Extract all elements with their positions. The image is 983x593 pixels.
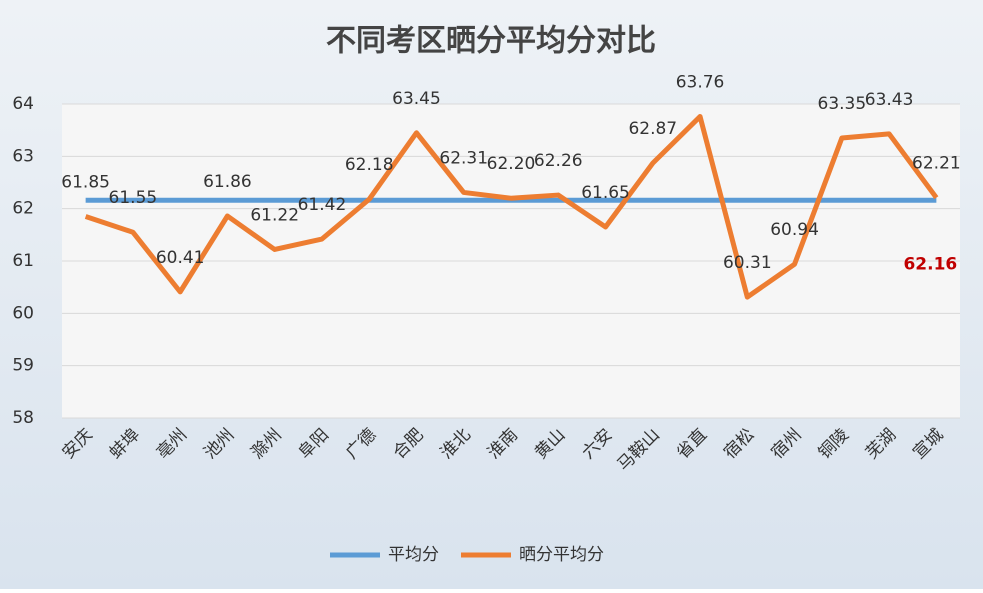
y-tick-label: 59 bbox=[12, 356, 34, 376]
series-line bbox=[84, 114, 939, 300]
data-label: 62.26 bbox=[534, 151, 583, 171]
data-label: 62.20 bbox=[487, 154, 536, 174]
data-label: 63.76 bbox=[676, 73, 725, 93]
legend-label: 晒分平均分 bbox=[519, 545, 604, 565]
y-tick-label: 61 bbox=[12, 251, 34, 271]
data-label: 63.35 bbox=[818, 94, 867, 114]
data-label: 61.55 bbox=[109, 188, 158, 208]
y-tick-label: 62 bbox=[12, 199, 34, 219]
data-label: 62.21 bbox=[912, 154, 961, 174]
chart-title: 不同考区晒分平均分对比 bbox=[326, 24, 656, 59]
y-tick-label: 64 bbox=[12, 94, 34, 114]
data-label: 62.31 bbox=[439, 148, 488, 168]
y-tick-label: 60 bbox=[12, 303, 34, 323]
data-label: 61.42 bbox=[298, 195, 347, 215]
data-label: 62.18 bbox=[345, 155, 394, 175]
data-label: 61.65 bbox=[581, 183, 630, 203]
y-tick-label: 63 bbox=[12, 146, 34, 166]
data-label: 62.87 bbox=[628, 119, 677, 139]
legend-label: 平均分 bbox=[388, 545, 439, 565]
y-tick-label: 58 bbox=[12, 408, 34, 428]
data-label: 61.22 bbox=[250, 205, 299, 225]
data-label: 60.94 bbox=[770, 220, 819, 240]
data-label: 63.43 bbox=[865, 90, 914, 110]
data-label: 62.16 bbox=[903, 254, 957, 274]
data-label: 60.41 bbox=[156, 248, 205, 268]
data-label: 60.31 bbox=[723, 253, 772, 273]
data-label: 61.86 bbox=[203, 172, 252, 192]
data-label: 63.45 bbox=[392, 89, 441, 109]
data-label: 61.85 bbox=[61, 173, 110, 193]
